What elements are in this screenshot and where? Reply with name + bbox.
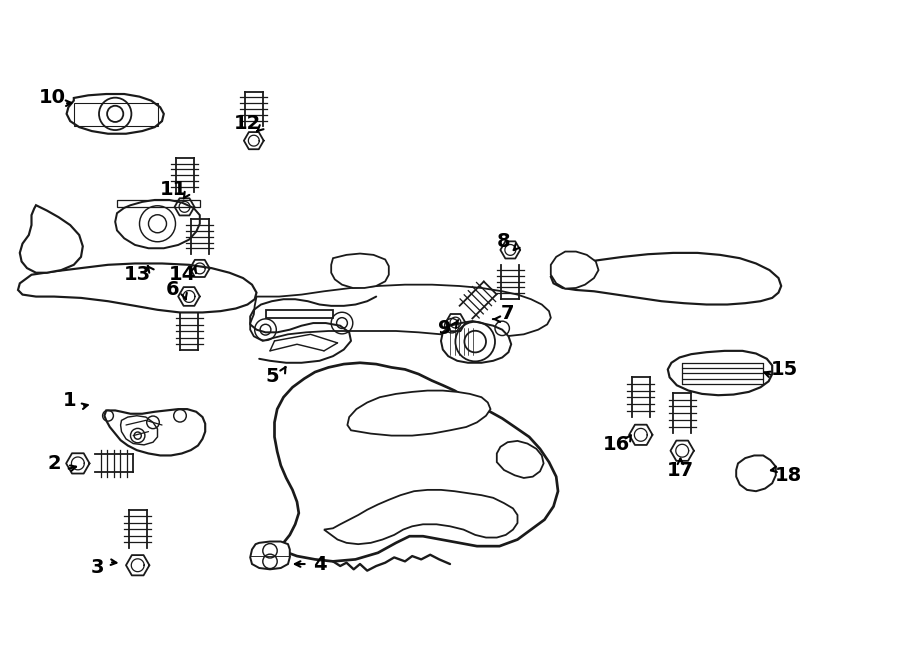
Polygon shape bbox=[250, 542, 290, 569]
Polygon shape bbox=[274, 363, 558, 561]
Text: 4: 4 bbox=[312, 555, 327, 573]
Polygon shape bbox=[324, 490, 518, 544]
Polygon shape bbox=[266, 310, 333, 318]
Text: 1: 1 bbox=[62, 391, 77, 410]
Text: 9: 9 bbox=[438, 319, 452, 338]
Text: 6: 6 bbox=[166, 281, 180, 299]
Text: 3: 3 bbox=[90, 559, 104, 577]
Polygon shape bbox=[736, 455, 776, 491]
Text: 17: 17 bbox=[667, 461, 694, 479]
Polygon shape bbox=[250, 285, 551, 341]
Polygon shape bbox=[441, 321, 511, 363]
Text: 8: 8 bbox=[497, 232, 511, 251]
Text: 12: 12 bbox=[234, 114, 261, 132]
Text: 5: 5 bbox=[265, 367, 279, 385]
Text: 11: 11 bbox=[160, 180, 187, 199]
Polygon shape bbox=[18, 263, 256, 312]
Polygon shape bbox=[67, 94, 164, 134]
Polygon shape bbox=[347, 391, 491, 436]
Text: 13: 13 bbox=[124, 265, 151, 284]
Text: 18: 18 bbox=[775, 466, 802, 485]
Text: 15: 15 bbox=[771, 360, 798, 379]
Text: 16: 16 bbox=[603, 436, 630, 454]
Text: 2: 2 bbox=[47, 454, 61, 473]
Polygon shape bbox=[331, 254, 389, 288]
Polygon shape bbox=[104, 409, 205, 455]
Text: 10: 10 bbox=[39, 88, 66, 107]
Polygon shape bbox=[551, 252, 598, 289]
Text: 14: 14 bbox=[169, 265, 196, 284]
Polygon shape bbox=[20, 205, 83, 273]
Polygon shape bbox=[668, 351, 772, 395]
Polygon shape bbox=[115, 200, 200, 248]
Polygon shape bbox=[497, 441, 544, 478]
Polygon shape bbox=[551, 253, 781, 305]
Text: 7: 7 bbox=[500, 304, 514, 322]
